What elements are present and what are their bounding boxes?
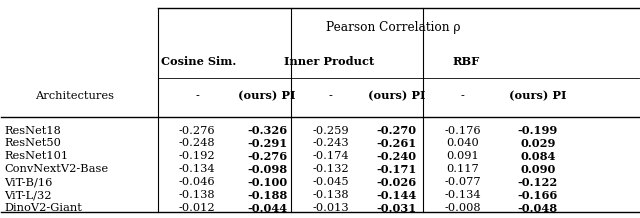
- Text: -: -: [329, 91, 333, 101]
- Text: -0.100: -0.100: [247, 177, 287, 188]
- Text: -0.138: -0.138: [179, 190, 215, 200]
- Text: 0.029: 0.029: [520, 138, 556, 149]
- Text: -0.031: -0.031: [376, 203, 417, 213]
- Text: -0.188: -0.188: [247, 190, 287, 201]
- Text: -0.122: -0.122: [518, 177, 558, 188]
- Text: -0.134: -0.134: [444, 190, 481, 200]
- Text: -0.048: -0.048: [518, 203, 558, 213]
- Text: -0.171: -0.171: [376, 164, 417, 175]
- Text: ViT-L/32: ViT-L/32: [4, 190, 52, 200]
- Text: -0.276: -0.276: [179, 126, 215, 136]
- Text: Pearson Correlation ρ: Pearson Correlation ρ: [326, 21, 461, 34]
- Text: 0.091: 0.091: [446, 151, 479, 161]
- Text: ConvNextV2-Base: ConvNextV2-Base: [4, 164, 109, 174]
- Text: -0.013: -0.013: [312, 203, 349, 213]
- Text: -0.046: -0.046: [179, 177, 215, 187]
- Text: -0.008: -0.008: [444, 203, 481, 213]
- Text: -0.199: -0.199: [518, 125, 558, 136]
- Text: -0.045: -0.045: [312, 177, 349, 187]
- Text: Architectures: Architectures: [35, 91, 114, 101]
- Text: -0.291: -0.291: [247, 138, 287, 149]
- Text: (ours) PI: (ours) PI: [368, 91, 425, 102]
- Text: Cosine Sim.: Cosine Sim.: [161, 56, 237, 67]
- Text: ResNet50: ResNet50: [4, 138, 61, 148]
- Text: -0.248: -0.248: [179, 138, 215, 148]
- Text: -0.192: -0.192: [179, 151, 215, 161]
- Text: -: -: [461, 91, 465, 101]
- Text: -0.166: -0.166: [518, 190, 558, 201]
- Text: -0.243: -0.243: [312, 138, 349, 148]
- Text: RBF: RBF: [453, 56, 480, 67]
- Text: -0.326: -0.326: [247, 125, 287, 136]
- Text: (ours) PI: (ours) PI: [239, 91, 296, 102]
- Text: -0.044: -0.044: [247, 203, 287, 213]
- Text: -0.240: -0.240: [376, 151, 417, 162]
- Text: 0.090: 0.090: [520, 164, 556, 175]
- Text: -0.176: -0.176: [444, 126, 481, 136]
- Text: Inner Product: Inner Product: [284, 56, 374, 67]
- Text: -0.012: -0.012: [179, 203, 215, 213]
- Text: -0.138: -0.138: [312, 190, 349, 200]
- Text: -0.134: -0.134: [179, 164, 215, 174]
- Text: -0.098: -0.098: [247, 164, 287, 175]
- Text: -0.270: -0.270: [376, 125, 417, 136]
- Text: 0.040: 0.040: [446, 138, 479, 148]
- Text: ResNet101: ResNet101: [4, 151, 68, 161]
- Text: 0.117: 0.117: [446, 164, 479, 174]
- Text: ViT-B/16: ViT-B/16: [4, 177, 53, 187]
- Text: -0.026: -0.026: [376, 177, 417, 188]
- Text: -0.132: -0.132: [312, 164, 349, 174]
- Text: DinoV2-Giant: DinoV2-Giant: [4, 203, 83, 213]
- Text: -0.144: -0.144: [376, 190, 417, 201]
- Text: (ours) PI: (ours) PI: [509, 91, 566, 102]
- Text: -0.259: -0.259: [312, 126, 349, 136]
- Text: -0.077: -0.077: [444, 177, 481, 187]
- Text: -0.174: -0.174: [312, 151, 349, 161]
- Text: -: -: [195, 91, 199, 101]
- Text: ResNet18: ResNet18: [4, 126, 61, 136]
- Text: 0.084: 0.084: [520, 151, 556, 162]
- Text: -0.276: -0.276: [247, 151, 287, 162]
- Text: -0.261: -0.261: [376, 138, 417, 149]
